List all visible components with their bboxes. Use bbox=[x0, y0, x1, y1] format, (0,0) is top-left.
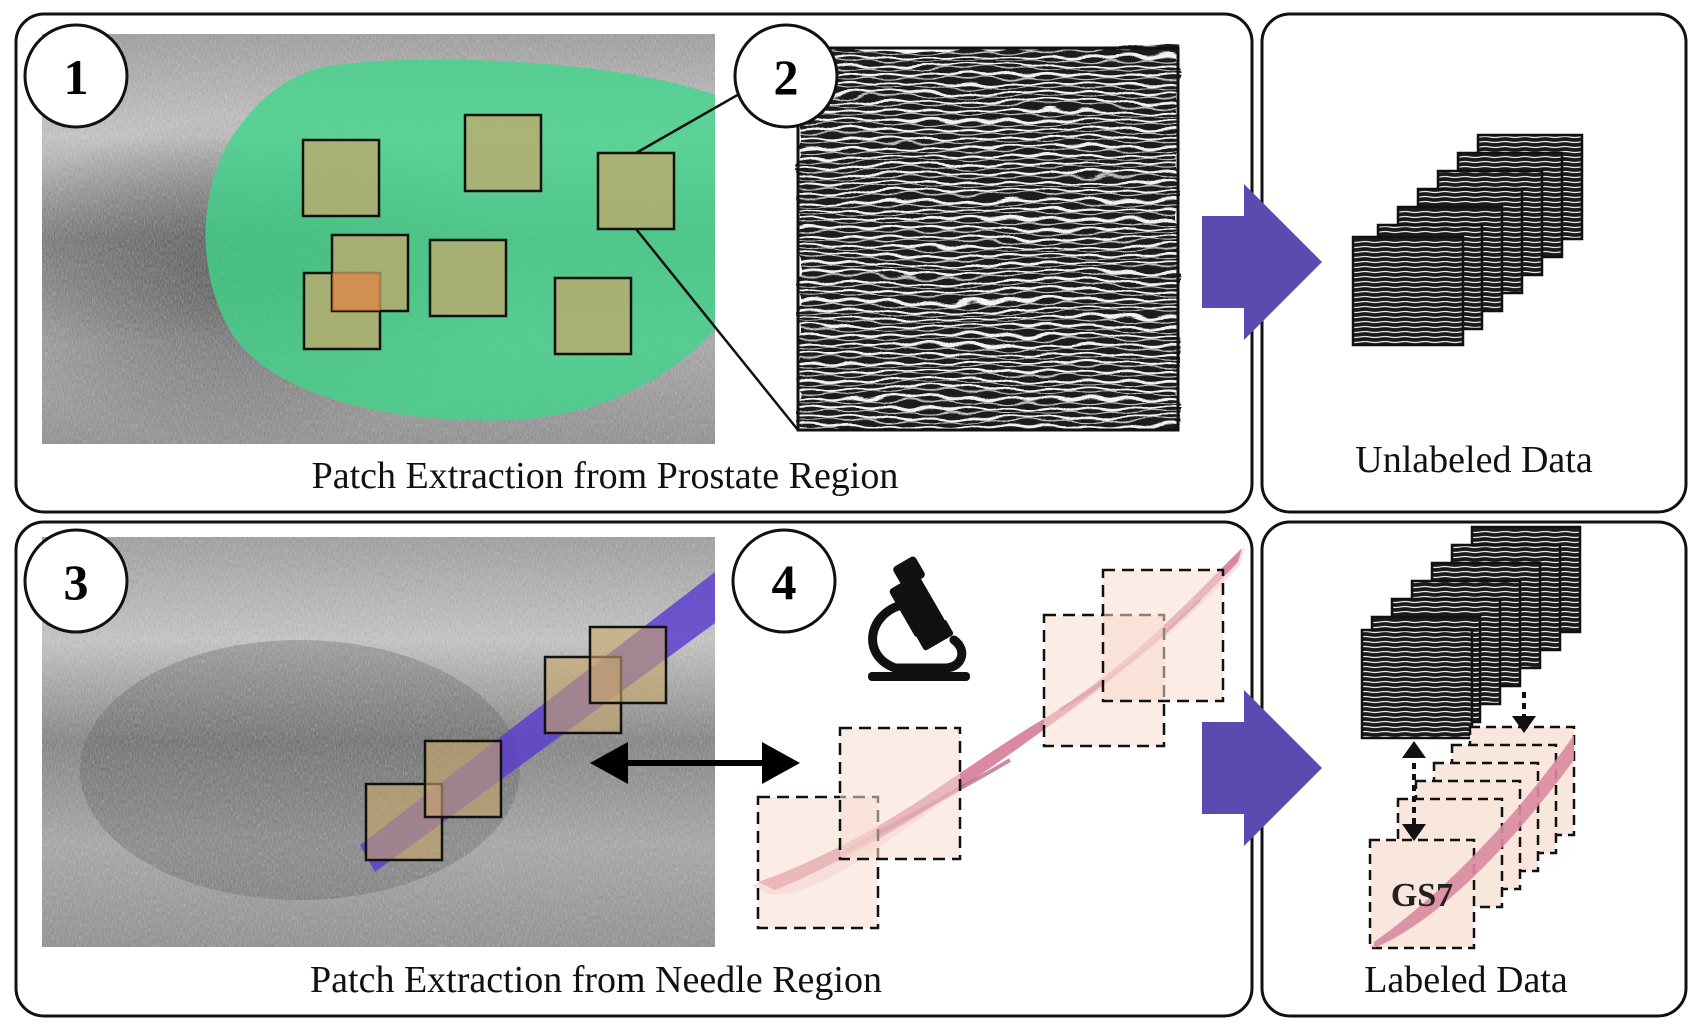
flow-arrow-icon bbox=[1202, 690, 1322, 846]
step-2-badge: 2 bbox=[733, 23, 839, 129]
step-2-label: 2 bbox=[774, 49, 799, 105]
needle-patches bbox=[364, 625, 668, 862]
step-1-label: 1 bbox=[64, 49, 89, 105]
patch bbox=[596, 151, 676, 231]
caption-labeled-data: Labeled Data bbox=[1364, 959, 1568, 1001]
labeled-rf-stack bbox=[1360, 525, 1582, 740]
caption-needle-region: Patch Extraction from Needle Region bbox=[310, 959, 882, 1001]
step-4-badge: 4 bbox=[731, 528, 837, 634]
flow-arrow-icon bbox=[1202, 184, 1322, 340]
needle-ultrasound-image bbox=[42, 537, 715, 947]
patch bbox=[588, 625, 668, 705]
pathology-patches bbox=[756, 568, 1225, 930]
step-3-label: 3 bbox=[64, 554, 89, 610]
patch bbox=[1101, 568, 1225, 703]
zoom-line bbox=[635, 83, 756, 155]
step-3-badge: 3 bbox=[23, 528, 129, 634]
patch bbox=[838, 726, 962, 861]
double-arrow-icon bbox=[590, 742, 800, 784]
step-1-badge: 1 bbox=[23, 23, 129, 129]
unlabeled-patch-stack bbox=[1351, 133, 1584, 347]
dotted-correspondence-arrow bbox=[1402, 692, 1536, 841]
caption-unlabeled-data: Unlabeled Data bbox=[1355, 439, 1593, 481]
patch bbox=[463, 113, 543, 193]
caption-prostate-region: Patch Extraction from Prostate Region bbox=[312, 455, 899, 497]
zoom-line bbox=[635, 228, 799, 431]
microscope-icon bbox=[868, 556, 970, 681]
patch bbox=[301, 138, 381, 218]
rf-patch-zoom bbox=[796, 46, 1180, 432]
patch bbox=[553, 276, 633, 356]
patch-overlap bbox=[332, 273, 380, 311]
step-4-label: 4 bbox=[772, 554, 797, 610]
patch bbox=[428, 238, 508, 318]
gleason-score-label: GS7 bbox=[1391, 877, 1453, 914]
patch bbox=[423, 739, 503, 819]
